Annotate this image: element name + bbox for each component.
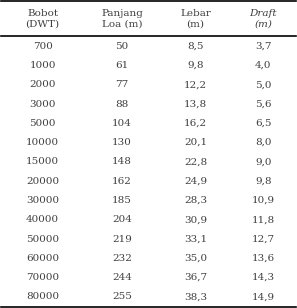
Text: 11,8: 11,8	[252, 215, 275, 224]
Text: Draft
(m): Draft (m)	[249, 9, 277, 29]
Text: 9,8: 9,8	[255, 177, 271, 186]
Text: 104: 104	[112, 119, 132, 128]
Text: 70000: 70000	[26, 273, 59, 282]
Text: 50: 50	[116, 42, 129, 51]
Text: 38,3: 38,3	[184, 293, 207, 302]
Text: 255: 255	[112, 293, 132, 302]
Text: 12,2: 12,2	[184, 80, 207, 89]
Text: 10000: 10000	[26, 138, 59, 147]
Text: 6,5: 6,5	[255, 119, 271, 128]
Text: 24,9: 24,9	[184, 177, 207, 186]
Text: 2000: 2000	[29, 80, 56, 89]
Text: 20000: 20000	[26, 177, 59, 186]
Text: 162: 162	[112, 177, 132, 186]
Text: 185: 185	[112, 196, 132, 205]
Text: 5000: 5000	[29, 119, 56, 128]
Text: 9,0: 9,0	[255, 157, 271, 166]
Text: 14,9: 14,9	[252, 293, 275, 302]
Text: Lebar
(m): Lebar (m)	[180, 9, 211, 29]
Text: 80000: 80000	[26, 293, 59, 302]
Text: 130: 130	[112, 138, 132, 147]
Text: 13,6: 13,6	[252, 254, 275, 263]
Text: Bobot
(DWT): Bobot (DWT)	[26, 9, 60, 29]
Text: 4,0: 4,0	[255, 61, 271, 70]
Text: 5,0: 5,0	[255, 80, 271, 89]
Text: 20,1: 20,1	[184, 138, 207, 147]
Text: Panjang
Loa (m): Panjang Loa (m)	[101, 9, 143, 29]
Text: 232: 232	[112, 254, 132, 263]
Text: 9,8: 9,8	[187, 61, 204, 70]
Text: 204: 204	[112, 215, 132, 224]
Text: 1000: 1000	[29, 61, 56, 70]
Text: 8,5: 8,5	[187, 42, 204, 51]
Text: 35,0: 35,0	[184, 254, 207, 263]
Text: 12,7: 12,7	[252, 235, 275, 244]
Text: 40000: 40000	[26, 215, 59, 224]
Text: 30,9: 30,9	[184, 215, 207, 224]
Text: 244: 244	[112, 273, 132, 282]
Text: 60000: 60000	[26, 254, 59, 263]
Text: 77: 77	[116, 80, 129, 89]
Text: 13,8: 13,8	[184, 99, 207, 108]
Text: 33,1: 33,1	[184, 235, 207, 244]
Text: 30000: 30000	[26, 196, 59, 205]
Text: 16,2: 16,2	[184, 119, 207, 128]
Text: 10,9: 10,9	[252, 196, 275, 205]
Text: 50000: 50000	[26, 235, 59, 244]
Text: 15000: 15000	[26, 157, 59, 166]
Text: 3,7: 3,7	[255, 42, 271, 51]
Text: 61: 61	[116, 61, 129, 70]
Text: 5,6: 5,6	[255, 99, 271, 108]
Text: 148: 148	[112, 157, 132, 166]
Text: 3000: 3000	[29, 99, 56, 108]
Text: 36,7: 36,7	[184, 273, 207, 282]
Text: 700: 700	[33, 42, 53, 51]
Text: 88: 88	[116, 99, 129, 108]
Text: 14,3: 14,3	[252, 273, 275, 282]
Text: 22,8: 22,8	[184, 157, 207, 166]
Text: 8,0: 8,0	[255, 138, 271, 147]
Text: 219: 219	[112, 235, 132, 244]
Text: 28,3: 28,3	[184, 196, 207, 205]
